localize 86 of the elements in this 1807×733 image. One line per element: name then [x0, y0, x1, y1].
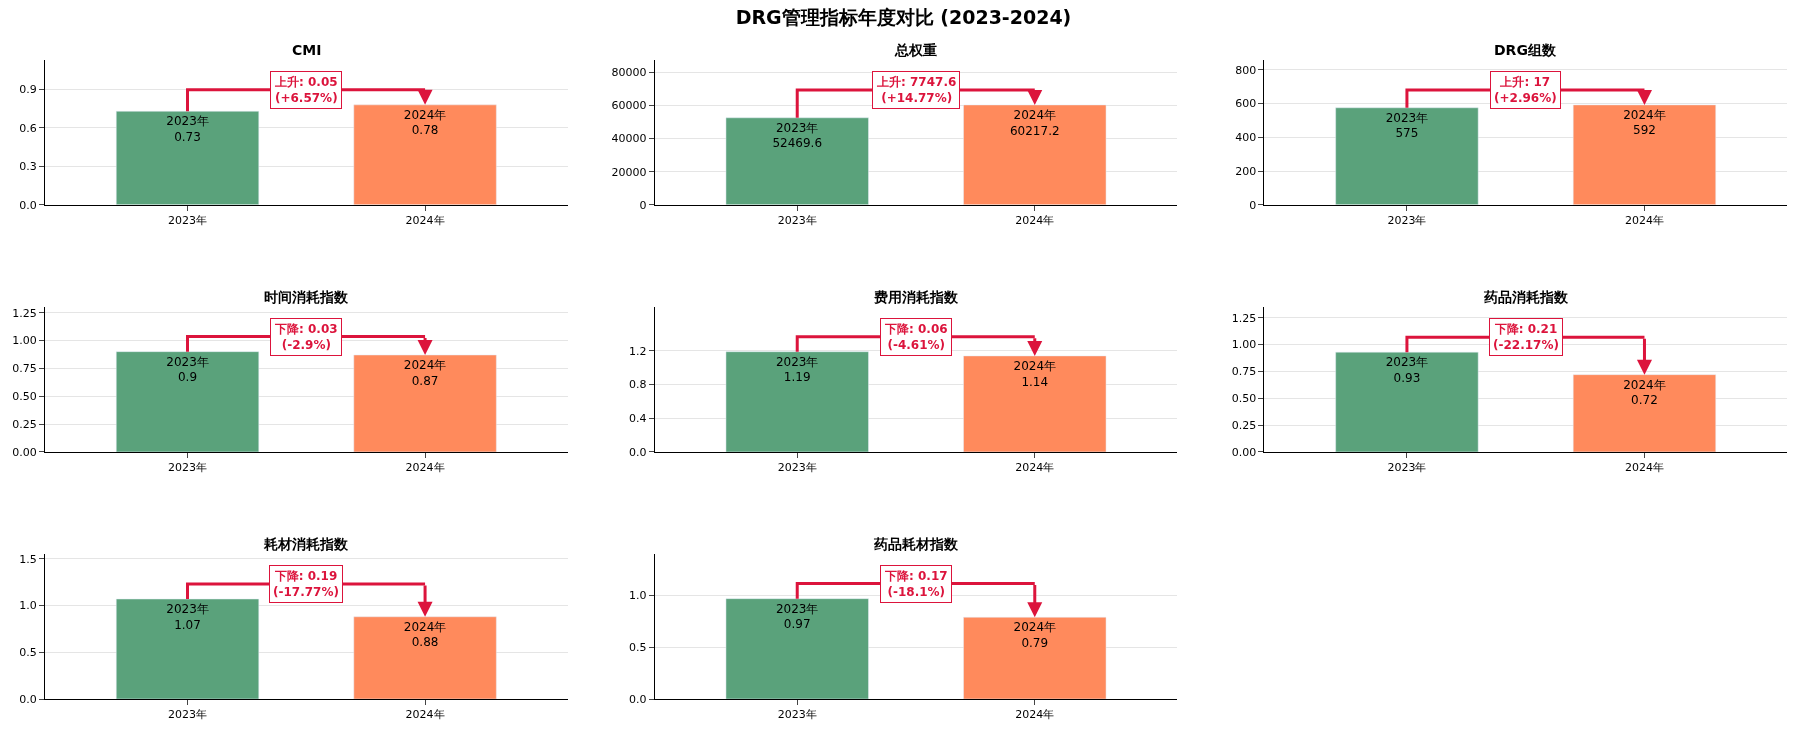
annotation: 下降: 0.17 (-18.1%): [884, 569, 948, 599]
x-tick-label: 2023年: [1387, 461, 1427, 475]
data-label: 2024年 0.88: [403, 619, 447, 650]
text: DRG管理指标年度对比 (2023-2024): [735, 6, 1072, 29]
y-tick-label: 0.50: [12, 390, 37, 404]
y-tick-label: 0.9: [19, 83, 37, 97]
y-tick-label: 0: [1249, 198, 1257, 212]
chart-title: 费用消耗指数: [873, 289, 959, 305]
data-label: 2024年 1.14: [1013, 358, 1057, 389]
y-tick-label: 1.2: [629, 344, 647, 358]
data-label: 2024年 0.78: [403, 107, 447, 138]
data-label: 2024年 592: [1623, 107, 1666, 138]
chart-title: CMI: [292, 42, 322, 58]
chart-title: 耗材消耗指数: [263, 536, 349, 552]
chart-title: DRG组数: [1494, 42, 1557, 58]
y-tick-label: 1.25: [1231, 311, 1257, 325]
data-label: 2023年 52469.6: [772, 120, 823, 151]
x-tick-label: 2024年: [1624, 461, 1664, 475]
data-label: 2023年 575: [1385, 110, 1429, 141]
y-tick-label: 1.0: [629, 589, 647, 603]
y-tick-label: 0.0: [19, 692, 37, 706]
y-tick-label: 0.25: [1231, 418, 1257, 432]
y-tick-label: 0.3: [19, 160, 37, 174]
chart-title: 总权重: [894, 42, 937, 58]
x-tick-label: 2023年: [1387, 214, 1427, 228]
annotation: 下降: 0.19 (-17.77%): [273, 569, 339, 599]
y-tick-label: 200: [1235, 164, 1257, 178]
y-tick-label: 40000: [611, 132, 647, 146]
y-tick-label: 0.4: [629, 412, 647, 426]
data-label: 2023年 0.97: [775, 601, 819, 632]
x-tick-label: 2023年: [777, 461, 817, 475]
data-label: 2023年 0.73: [166, 114, 209, 144]
y-tick-label: 20000: [611, 165, 647, 179]
x-tick-label: 2024年: [1015, 461, 1055, 475]
data-label: 2024年 0.72: [1623, 377, 1666, 408]
y-tick-label: 1.00: [1231, 338, 1257, 352]
y-tick-label: 400: [1235, 131, 1257, 145]
y-tick-label: 0.6: [19, 121, 37, 135]
x-tick-label: 2023年: [168, 214, 208, 228]
x-tick-label: 2024年: [405, 461, 445, 475]
x-tick-label: 2023年: [168, 461, 208, 475]
data-label: 2024年 60217.2: [1009, 107, 1060, 138]
data-label: 2023年 1.07: [166, 602, 209, 632]
data-label: 2024年 0.87: [403, 357, 447, 388]
data-label: 2023年 0.9: [166, 354, 209, 385]
chart-title: 药品消耗指数: [1483, 289, 1569, 305]
y-tick-label: 0.0: [19, 198, 37, 212]
y-tick-label: 0.75: [12, 362, 37, 376]
data-label: 2023年 0.93: [1385, 355, 1429, 385]
x-tick-label: 2024年: [405, 708, 445, 722]
y-tick-label: 0.00: [1231, 445, 1257, 459]
annotation: 上升: 0.05 (+6.57%): [274, 75, 338, 105]
y-tick-label: 0.25: [12, 417, 37, 431]
x-tick-label: 2024年: [1015, 214, 1055, 228]
y-tick-label: 0.50: [1231, 392, 1257, 406]
chart-title: 时间消耗指数: [264, 289, 349, 305]
x-tick-label: 2024年: [1015, 708, 1055, 722]
y-tick-label: 0.0: [629, 692, 647, 706]
y-tick-label: 0.5: [19, 646, 37, 660]
x-tick-label: 2023年: [168, 708, 208, 722]
annotation: 下降: 0.03 (-2.9%): [274, 322, 338, 352]
x-tick-label: 2024年: [405, 214, 445, 228]
chart-title: 药品耗材指数: [873, 536, 959, 552]
data-label: 2023年 1.19: [775, 354, 819, 385]
y-tick-label: 600: [1235, 97, 1257, 111]
y-tick-label: 0.8: [629, 378, 647, 392]
y-tick-label: 60000: [611, 99, 647, 113]
x-tick-label: 2024年: [1624, 214, 1664, 228]
y-tick-label: 0.0: [629, 445, 647, 459]
data-label: 2024年 0.79: [1013, 620, 1057, 650]
annotation: 上升: 7747.6 (+14.77%): [876, 75, 957, 105]
y-tick-label: 1.25: [12, 306, 37, 320]
y-tick-label: 0.5: [629, 641, 647, 655]
y-tick-label: 1.5: [19, 552, 37, 566]
x-tick-label: 2023年: [777, 708, 817, 722]
y-tick-label: 0.00: [12, 445, 37, 459]
y-tick-label: 0: [639, 198, 647, 212]
y-tick-label: 800: [1235, 63, 1257, 77]
annotation: 上升: 17 (+2.96%): [1494, 75, 1557, 105]
y-tick-label: 0.75: [1231, 365, 1257, 379]
y-tick-label: 80000: [611, 65, 647, 79]
y-tick-label: 1.00: [12, 334, 37, 348]
annotation: 下降: 0.06 (-4.61%): [884, 322, 948, 352]
y-tick-label: 1.0: [19, 599, 37, 613]
annotation: 下降: 0.21 (-22.17%): [1493, 322, 1559, 352]
x-tick-label: 2023年: [777, 214, 817, 228]
